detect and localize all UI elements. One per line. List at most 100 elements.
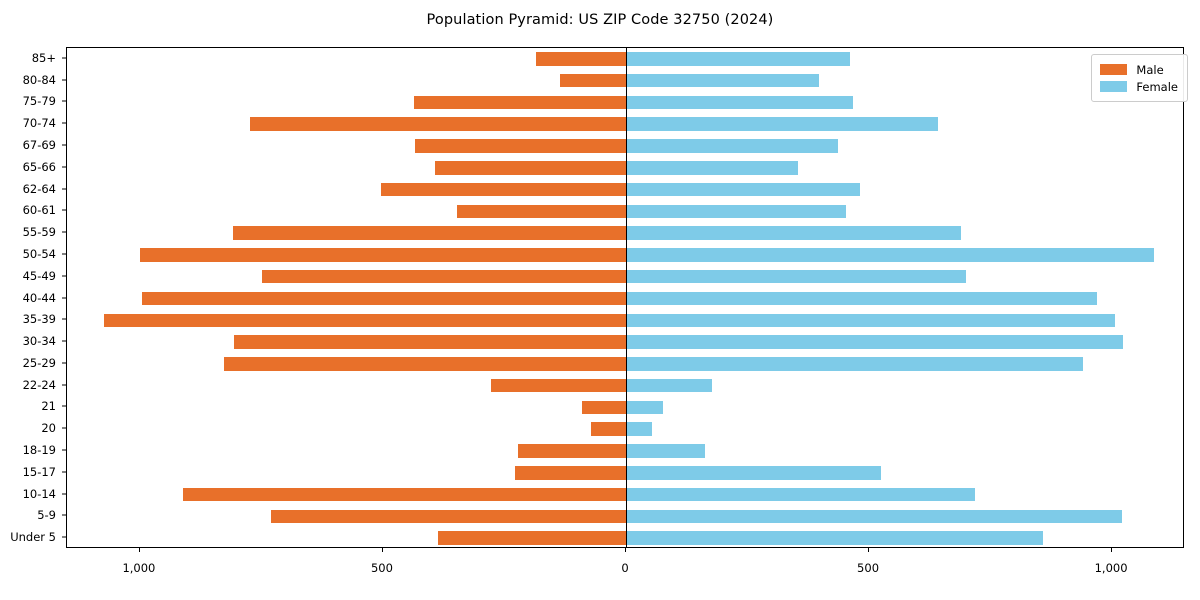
x-tick-label: 0 — [621, 561, 629, 575]
bar-female[interactable] — [626, 357, 1084, 371]
bar-male[interactable] — [250, 117, 626, 131]
legend-item-female[interactable]: Female — [1100, 78, 1178, 95]
y-tick-label: 75-79 — [22, 94, 56, 109]
bar-male[interactable] — [438, 531, 626, 545]
y-tick-mark — [62, 493, 66, 495]
y-tick-label: 60-61 — [22, 203, 56, 218]
bar-row — [67, 269, 1183, 284]
bar-male[interactable] — [223, 357, 626, 371]
bar-row — [67, 444, 1183, 458]
bar-male[interactable] — [413, 95, 626, 110]
bar-row — [67, 73, 1183, 88]
bar-male[interactable] — [591, 422, 626, 436]
x-tick-mark — [138, 548, 140, 552]
y-tick-mark — [62, 79, 66, 81]
bar-female[interactable] — [626, 291, 1097, 306]
bar-male[interactable] — [559, 73, 626, 88]
bar-male[interactable] — [515, 466, 626, 480]
bar-female[interactable] — [626, 52, 850, 66]
bar-female[interactable] — [626, 422, 652, 436]
bar-female[interactable] — [626, 95, 853, 110]
y-tick-mark — [62, 427, 66, 429]
y-tick-label: 10-14 — [22, 486, 56, 501]
bar-male[interactable] — [234, 335, 626, 349]
legend-swatch-female — [1100, 81, 1128, 92]
bar-male[interactable] — [518, 444, 626, 458]
y-tick-mark — [62, 144, 66, 146]
bar-female[interactable] — [626, 248, 1154, 262]
bar-female[interactable] — [626, 531, 1044, 545]
bar-row — [67, 182, 1183, 197]
bar-male[interactable] — [414, 139, 626, 153]
bar-row — [67, 248, 1183, 262]
x-tick-mark — [381, 548, 383, 552]
y-tick-mark — [62, 536, 66, 538]
bar-female[interactable] — [626, 509, 1123, 524]
bar-female[interactable] — [626, 161, 798, 175]
y-tick-mark — [62, 275, 66, 277]
y-tick-label: 80-84 — [22, 72, 56, 87]
bar-male[interactable] — [582, 400, 626, 415]
bar-female[interactable] — [626, 269, 967, 284]
bar-male[interactable] — [103, 313, 626, 328]
y-tick-label: 25-29 — [22, 355, 56, 370]
y-tick-mark — [62, 100, 66, 102]
y-tick-label: 40-44 — [22, 290, 56, 305]
bar-female[interactable] — [626, 466, 882, 480]
x-tick-label: 500 — [370, 561, 393, 575]
bar-female[interactable] — [626, 204, 846, 219]
bar-female[interactable] — [626, 313, 1115, 328]
bar-row — [67, 95, 1183, 110]
y-tick-label: 67-69 — [22, 138, 56, 153]
bar-female[interactable] — [626, 378, 712, 393]
y-tick-label: 15-17 — [22, 464, 56, 479]
y-tick-label: 18-19 — [22, 442, 56, 457]
legend-label-male: Male — [1136, 62, 1164, 77]
x-tick-label: 500 — [857, 561, 880, 575]
bar-male[interactable] — [233, 226, 626, 240]
bar-row — [67, 291, 1183, 306]
plot-area — [66, 47, 1184, 548]
bar-male[interactable] — [182, 487, 626, 502]
x-tick-mark — [1111, 548, 1113, 552]
bar-male[interactable] — [490, 378, 626, 393]
x-tick-mark — [625, 548, 626, 552]
y-tick-label: 55-59 — [22, 225, 56, 240]
bar-male[interactable] — [140, 248, 626, 262]
legend-item-male[interactable]: Male — [1100, 61, 1178, 78]
y-tick-mark — [62, 514, 66, 516]
bar-row — [67, 509, 1183, 524]
x-tick-label: 1,000 — [122, 561, 156, 575]
bar-female[interactable] — [626, 139, 839, 153]
bar-female[interactable] — [626, 117, 939, 131]
bar-row — [67, 400, 1183, 415]
bar-male[interactable] — [434, 161, 626, 175]
y-tick-mark — [62, 471, 66, 473]
bar-row — [67, 531, 1183, 545]
bar-female[interactable] — [626, 444, 706, 458]
bar-female[interactable] — [626, 400, 663, 415]
bar-female[interactable] — [626, 73, 820, 88]
bar-female[interactable] — [626, 335, 1124, 349]
bar-row — [67, 161, 1183, 175]
bar-female[interactable] — [626, 487, 975, 502]
bar-male[interactable] — [262, 269, 626, 284]
y-tick-label: 70-74 — [22, 116, 56, 131]
bar-row — [67, 422, 1183, 436]
y-axis: 85+ 80-84 75-79 70-74 67-69 65-66 62-64 60-61 55… — [0, 47, 66, 548]
bar-male[interactable] — [380, 182, 626, 197]
y-tick-mark — [62, 166, 66, 168]
y-tick-label: 85+ — [31, 50, 56, 65]
y-tick-mark — [62, 122, 66, 124]
y-tick-mark — [62, 405, 66, 407]
bar-row — [67, 487, 1183, 502]
bar-male[interactable] — [142, 291, 626, 306]
x-tick-label: 1,000 — [1094, 561, 1128, 575]
bars-layer — [67, 48, 1183, 547]
y-tick-mark — [62, 188, 66, 190]
bar-female[interactable] — [626, 182, 861, 197]
bar-female[interactable] — [626, 226, 962, 240]
bar-male[interactable] — [271, 509, 626, 524]
bar-male[interactable] — [456, 204, 626, 219]
bar-male[interactable] — [536, 52, 626, 66]
